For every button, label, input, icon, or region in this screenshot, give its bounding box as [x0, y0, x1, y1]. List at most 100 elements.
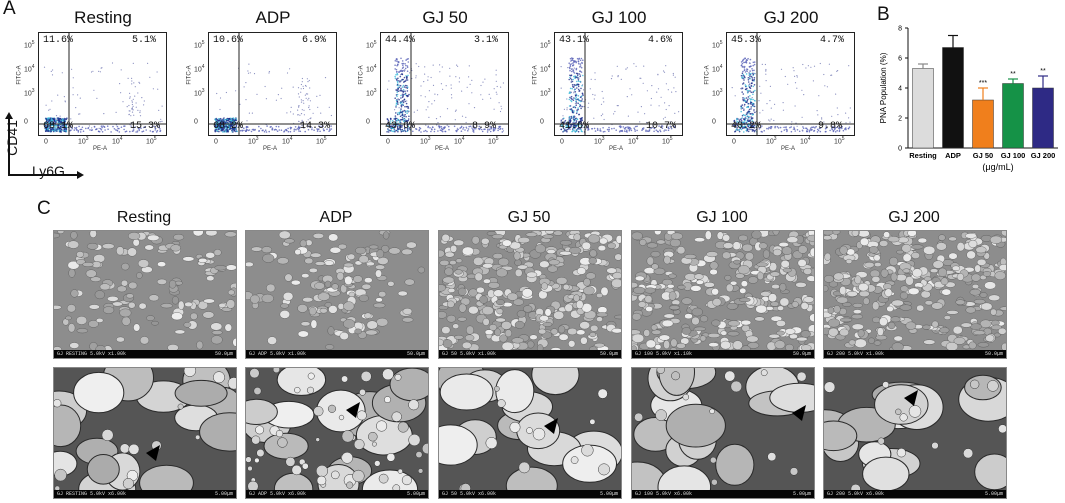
y-axis-title: PNA Population (%)	[879, 52, 888, 123]
arrowhead-marker	[792, 405, 806, 421]
x-tick-exp: 3	[773, 136, 777, 142]
x-tick-base: 10	[316, 138, 324, 146]
quadrant-percent-ul: 45.3%	[731, 35, 762, 46]
y-tick-label: 105	[712, 40, 723, 49]
y-tick-label: 104	[366, 64, 377, 73]
sem-image-high-mag: GJ 50 5.0kV x6.00k 5.00μm	[438, 367, 622, 499]
x-tick-label: 104	[800, 136, 811, 145]
platelet-texture	[439, 231, 621, 354]
quadrant-percent-lr: 8.9%	[472, 121, 497, 132]
x-tick-exp: 3	[85, 136, 89, 142]
quadrant-percent-ur: 5.1%	[132, 35, 157, 46]
x-tick-label: 104	[628, 136, 639, 145]
panel-b-letter: B	[877, 4, 890, 25]
category-label: GJ 100	[1001, 151, 1026, 160]
y-tick-exp: 5	[373, 40, 377, 46]
sem-caption: GJ 100 5.0kV x1.10k	[635, 351, 693, 357]
scale-bar: GJ 200 5.0kV x6.00k 5.00μm	[824, 490, 1006, 498]
x-tick-label: 0	[214, 136, 218, 145]
ly6g-axis-line	[8, 174, 78, 176]
y-tick-exp: 5	[547, 40, 551, 46]
sem-image-high-mag: GJ 200 5.0kV x6.00k 5.00μm	[823, 367, 1007, 499]
sem-column-title: GJ 200	[888, 209, 940, 226]
y-tick-base: 10	[366, 42, 374, 50]
cd41-axis-line	[8, 118, 10, 175]
x-tick-base: 10	[248, 138, 256, 146]
category-label: GJ 50	[973, 151, 993, 160]
x-tick-exp: 5	[841, 136, 845, 142]
bar-3	[1002, 83, 1024, 149]
y-tick-exp: 4	[719, 64, 723, 70]
x-tick-label: 103	[248, 136, 259, 145]
quadrant-percent-ul: 44.4%	[385, 35, 416, 46]
plot-y-axis-label: FITC-A	[16, 65, 23, 85]
y-tick-label: 103	[366, 88, 377, 97]
quadrant-percent-ul: 10.6%	[213, 35, 244, 46]
cd41-arrow-icon	[5, 112, 13, 119]
y-tick-exp: 4	[547, 64, 551, 70]
y-tick-exp: 3	[373, 88, 377, 94]
bar-2	[972, 99, 994, 149]
y-tick-base: 10	[712, 66, 720, 74]
quadrant-percent-ur: 6.9%	[302, 35, 327, 46]
y-tick-label: 103	[194, 88, 205, 97]
scale-bar: GJ ADP 5.0kV x6.00k 5.00μm	[246, 490, 428, 498]
scale-bar: GJ 100 5.0kV x6.00k 5.00μm	[632, 490, 814, 498]
bar-4	[1032, 87, 1054, 149]
x-tick-label: 105	[662, 136, 673, 145]
sem-column-title: Resting	[116, 209, 172, 226]
y-tick-label: 105	[540, 40, 551, 49]
cell-texture	[824, 374, 1006, 495]
sem-column-title: GJ 100	[696, 209, 748, 226]
scale-value: 50.0μm	[214, 351, 233, 357]
x-tick-exp: 4	[807, 136, 811, 142]
y-tick-base: 0	[194, 118, 198, 126]
y-tick-label: 6	[898, 56, 902, 63]
y-tick-label: 104	[540, 64, 551, 73]
x-tick-exp: 3	[601, 136, 605, 142]
quadrant-percent-ur: 3.1%	[474, 35, 499, 46]
sem-image-high-mag: GJ ADP 5.0kV x6.00k 5.00μm	[245, 367, 429, 499]
y-tick-exp: 5	[201, 40, 205, 46]
x-tick-exp: 3	[255, 136, 259, 142]
y-tick-exp: 4	[31, 64, 35, 70]
y-tick-base: 10	[712, 42, 720, 50]
x-tick-base: 10	[454, 138, 462, 146]
cell-texture	[632, 368, 814, 498]
quadrant-percent-lr: 9.8%	[818, 121, 843, 132]
category-label: Resting	[909, 151, 937, 160]
scale-bar: GJ ADP 5.0kV x1.00k 50.0μm	[246, 350, 428, 358]
flow-scatter-plot: 44.4% 3.1% 43.6% 8.9%	[380, 32, 509, 136]
scale-bar: GJ RESTING 5.0kV x6.00k 5.00μm	[54, 490, 236, 498]
arrowhead-marker	[904, 390, 918, 406]
sem-image-low-mag: GJ 50 5.0kV x1.00k 50.0μm	[438, 230, 622, 359]
flow-scatter-plot: 45.3% 4.7% 40.2% 9.8%	[726, 32, 855, 136]
scatter-dots	[555, 33, 682, 135]
platelet-texture	[632, 231, 814, 355]
arrowhead-marker	[146, 445, 160, 461]
x-tick-label: 103	[78, 136, 89, 145]
x-tick-base: 10	[112, 138, 120, 146]
y-tick-label: 104	[712, 64, 723, 73]
category-label: ADP	[945, 151, 961, 160]
quadrant-percent-ll: 41.6%	[559, 121, 590, 132]
scatter-dots	[39, 33, 166, 135]
y-tick-base: 10	[194, 66, 202, 74]
panel-c-letter: C	[37, 198, 51, 219]
x-tick-label: 105	[146, 136, 157, 145]
sem-column-title: ADP	[319, 209, 353, 226]
y-tick-label: 8	[898, 26, 902, 33]
sem-image-low-mag: GJ ADP 5.0kV x1.00k 50.0μm	[245, 230, 429, 359]
y-tick-base: 10	[712, 90, 720, 98]
y-tick-label: 4	[898, 86, 902, 93]
x-tick-exp: 5	[323, 136, 327, 142]
y-tick-exp: 3	[719, 88, 723, 94]
y-tick-base: 10	[24, 42, 32, 50]
y-tick-label: 103	[24, 88, 35, 97]
y-tick-exp: 4	[373, 64, 377, 70]
x-tick-label: 103	[420, 136, 431, 145]
scatter-dots	[381, 33, 508, 135]
x-tick-label: 105	[834, 136, 845, 145]
plot-y-axis-label: FITC-A	[532, 65, 539, 85]
plot-y-axis-label: FITC-A	[358, 65, 365, 85]
